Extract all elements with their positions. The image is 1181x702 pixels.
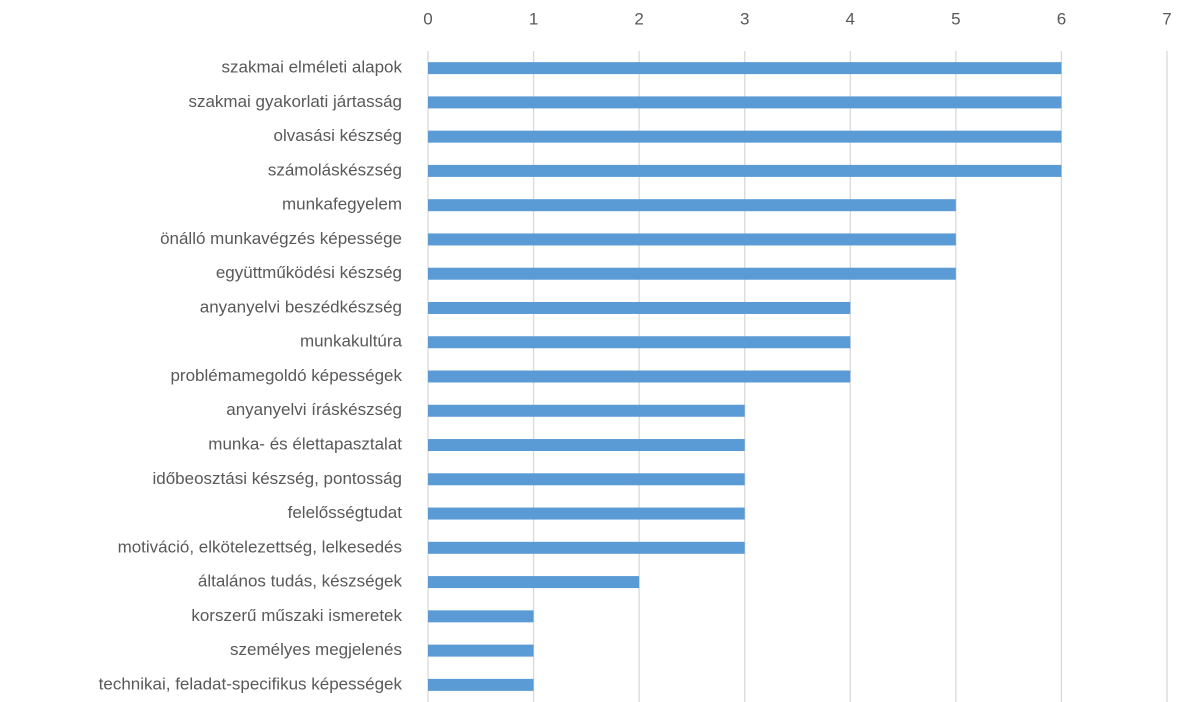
y-tick-label: időbeosztási készség, pontosság bbox=[153, 469, 403, 488]
bar bbox=[428, 267, 956, 280]
y-tick-label: általános tudás, készségek bbox=[198, 572, 403, 591]
bar bbox=[428, 473, 745, 486]
y-tick-label: számoláskészség bbox=[268, 160, 402, 179]
y-tick-label: olvasási készség bbox=[273, 126, 402, 145]
x-tick-label: 3 bbox=[740, 9, 749, 28]
bar bbox=[428, 678, 534, 691]
bar bbox=[428, 439, 745, 452]
bar bbox=[428, 301, 851, 314]
x-tick-label: 5 bbox=[951, 9, 960, 28]
y-tick-label: munkafegyelem bbox=[282, 195, 402, 214]
y-tick-label: munkakultúra bbox=[300, 332, 403, 351]
y-tick-label: együttműködési készség bbox=[216, 263, 402, 282]
x-tick-label: 0 bbox=[423, 9, 432, 28]
y-tick-label: anyanyelvi íráskészség bbox=[226, 400, 402, 419]
x-tick-label: 4 bbox=[846, 9, 855, 28]
x-tick-label: 6 bbox=[1057, 9, 1066, 28]
bar bbox=[428, 336, 851, 349]
bar bbox=[428, 541, 745, 554]
y-tick-label: szakmai elméleti alapok bbox=[222, 58, 403, 77]
y-tick-label: korszerű műszaki ismeretek bbox=[191, 606, 402, 625]
x-tick-label: 1 bbox=[529, 9, 538, 28]
bar bbox=[428, 62, 1062, 75]
bar bbox=[428, 507, 745, 520]
y-tick-label: technikai, feladat-specifikus képességek bbox=[99, 674, 403, 693]
y-tick-label: motiváció, elkötelezettség, lelkesedés bbox=[118, 537, 402, 556]
bar bbox=[428, 610, 534, 623]
y-tick-label: problémamegoldó képességek bbox=[170, 366, 402, 385]
y-tick-label: munka- és élettapasztalat bbox=[208, 435, 402, 454]
y-tick-label: anyanyelvi beszédkészség bbox=[200, 297, 402, 316]
y-tick-label: önálló munkavégzés képessége bbox=[160, 229, 402, 248]
y-tick-label: személyes megjelenés bbox=[230, 640, 402, 659]
bar bbox=[428, 644, 534, 657]
y-tick-label: felelősségtudat bbox=[288, 503, 403, 522]
y-tick-label: szakmai gyakorlati jártasság bbox=[188, 92, 402, 111]
bar bbox=[428, 576, 640, 589]
bar bbox=[428, 370, 851, 383]
bar bbox=[428, 233, 956, 246]
x-tick-label: 2 bbox=[634, 9, 643, 28]
bar bbox=[428, 199, 956, 212]
x-tick-label: 7 bbox=[1162, 9, 1171, 28]
bar bbox=[428, 164, 1062, 177]
bar bbox=[428, 130, 1062, 143]
bar bbox=[428, 404, 745, 417]
bar bbox=[428, 96, 1062, 109]
